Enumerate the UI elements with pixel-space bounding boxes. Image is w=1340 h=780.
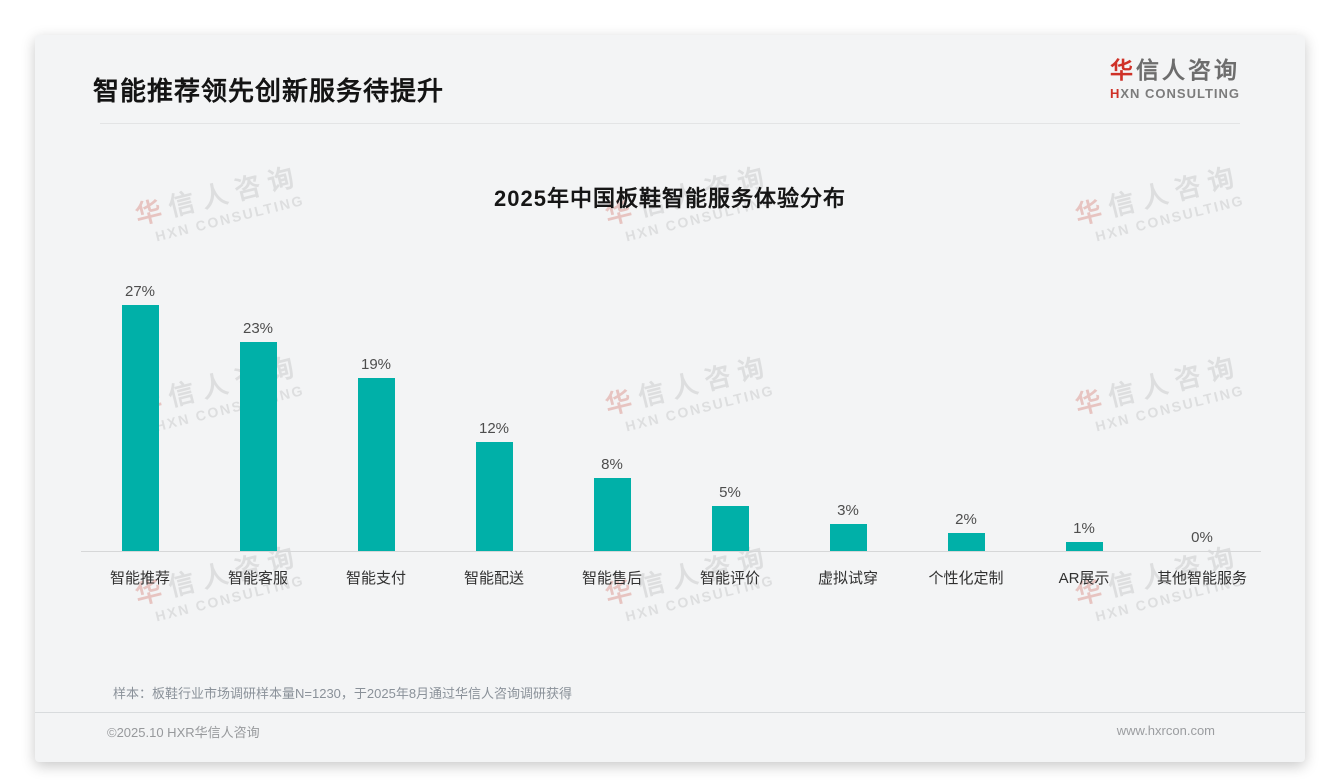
bar-value-label: 27% [124, 283, 156, 301]
website-url: www.hxrcon.com [1116, 723, 1215, 738]
bar-column: 2% [907, 281, 1025, 551]
footer-divider [35, 712, 1305, 713]
chart-title: 2025年中国板鞋智能服务体验分布 [494, 186, 846, 211]
bar-column: 3% [789, 281, 907, 551]
bar-value-label: 0% [1191, 529, 1213, 546]
bar [829, 523, 867, 551]
bar-column: 5% [671, 281, 789, 551]
bar-column: 8% [553, 281, 671, 551]
bar-value-label: 1% [1073, 519, 1095, 537]
bar-column: 1% [1025, 281, 1143, 551]
company-logo: 华信人咨询 HXN CONSULTING [1110, 51, 1240, 101]
bar-value-label: 8% [601, 456, 623, 474]
sample-note: 样本：板鞋行业市场调研样本量N=1230，于2025年8月通过华信人咨询调研获得 [113, 686, 573, 701]
page-title: 智能推荐领先创新服务待提升 [93, 76, 445, 106]
bar-category-label: 个性化定制 [928, 570, 1004, 587]
bar-chart: 27% 23% 19% 12% 8% 5% 3% 2% 1% 0% 智能推荐 智能客服 智能支付 智能配… [81, 281, 1261, 588]
bar-category-label: 虚拟试穿 [817, 570, 878, 587]
bar [239, 341, 277, 551]
bar-column: 27% [81, 281, 199, 551]
bar-column: 12% [435, 281, 553, 551]
report-card: 华信人咨询 HXN CONSULTING 华信人咨询 HXN CONSULTING 华信… [35, 35, 1305, 762]
bar-column: 19% [317, 281, 435, 551]
bar-value-label: 5% [719, 483, 741, 501]
bar [121, 305, 159, 551]
bar-category-label: 其他智能服务 [1156, 570, 1247, 587]
bar-value-label: 19% [360, 356, 392, 374]
logo-en-first-char: H [1109, 86, 1121, 101]
logo-en-text: HXN CONSULTING [1110, 86, 1240, 101]
x-axis-labels: 智能推荐 智能客服 智能支付 智能配送 智能售后 智能评价 虚拟试穿 个性化定制 AR展示 其他智… [81, 552, 1261, 588]
logo-cn-first-char: 华 [1110, 57, 1136, 83]
bar-category-label: 智能评价 [699, 570, 760, 587]
x-axis-line [81, 551, 1261, 552]
bar [1065, 541, 1103, 551]
bar-column: 23% [199, 281, 317, 551]
bar-category-label: AR展示 [1058, 570, 1110, 587]
bar-category-label: 智能支付 [345, 570, 406, 587]
bar [947, 532, 985, 551]
bar [593, 478, 631, 551]
logo-cn-text: 华信人咨询 [1110, 51, 1240, 85]
header-divider [100, 123, 1240, 124]
bar-value-label: 23% [242, 319, 274, 337]
copyright-text: ©2025.10 HXR华信人咨询 [107, 725, 260, 740]
bar-category-label: 智能配送 [463, 570, 524, 587]
bar-category-label: 智能推荐 [109, 570, 170, 587]
bar-category-label: 智能客服 [227, 570, 288, 587]
bar-category-label: 智能售后 [581, 570, 642, 587]
logo-en-rest: XN CONSULTING [1120, 86, 1240, 101]
logo-cn-rest: 信人咨询 [1136, 57, 1240, 83]
bar [475, 441, 513, 551]
bar [711, 505, 749, 551]
bar [357, 378, 395, 551]
bar-value-label: 12% [478, 419, 510, 437]
bar-column: 0% [1143, 281, 1261, 551]
bar-value-label: 3% [837, 501, 859, 519]
bar-value-label: 2% [955, 510, 977, 528]
chart-plot-area: 27% 23% 19% 12% 8% 5% 3% 2% 1% 0% [81, 281, 1261, 551]
